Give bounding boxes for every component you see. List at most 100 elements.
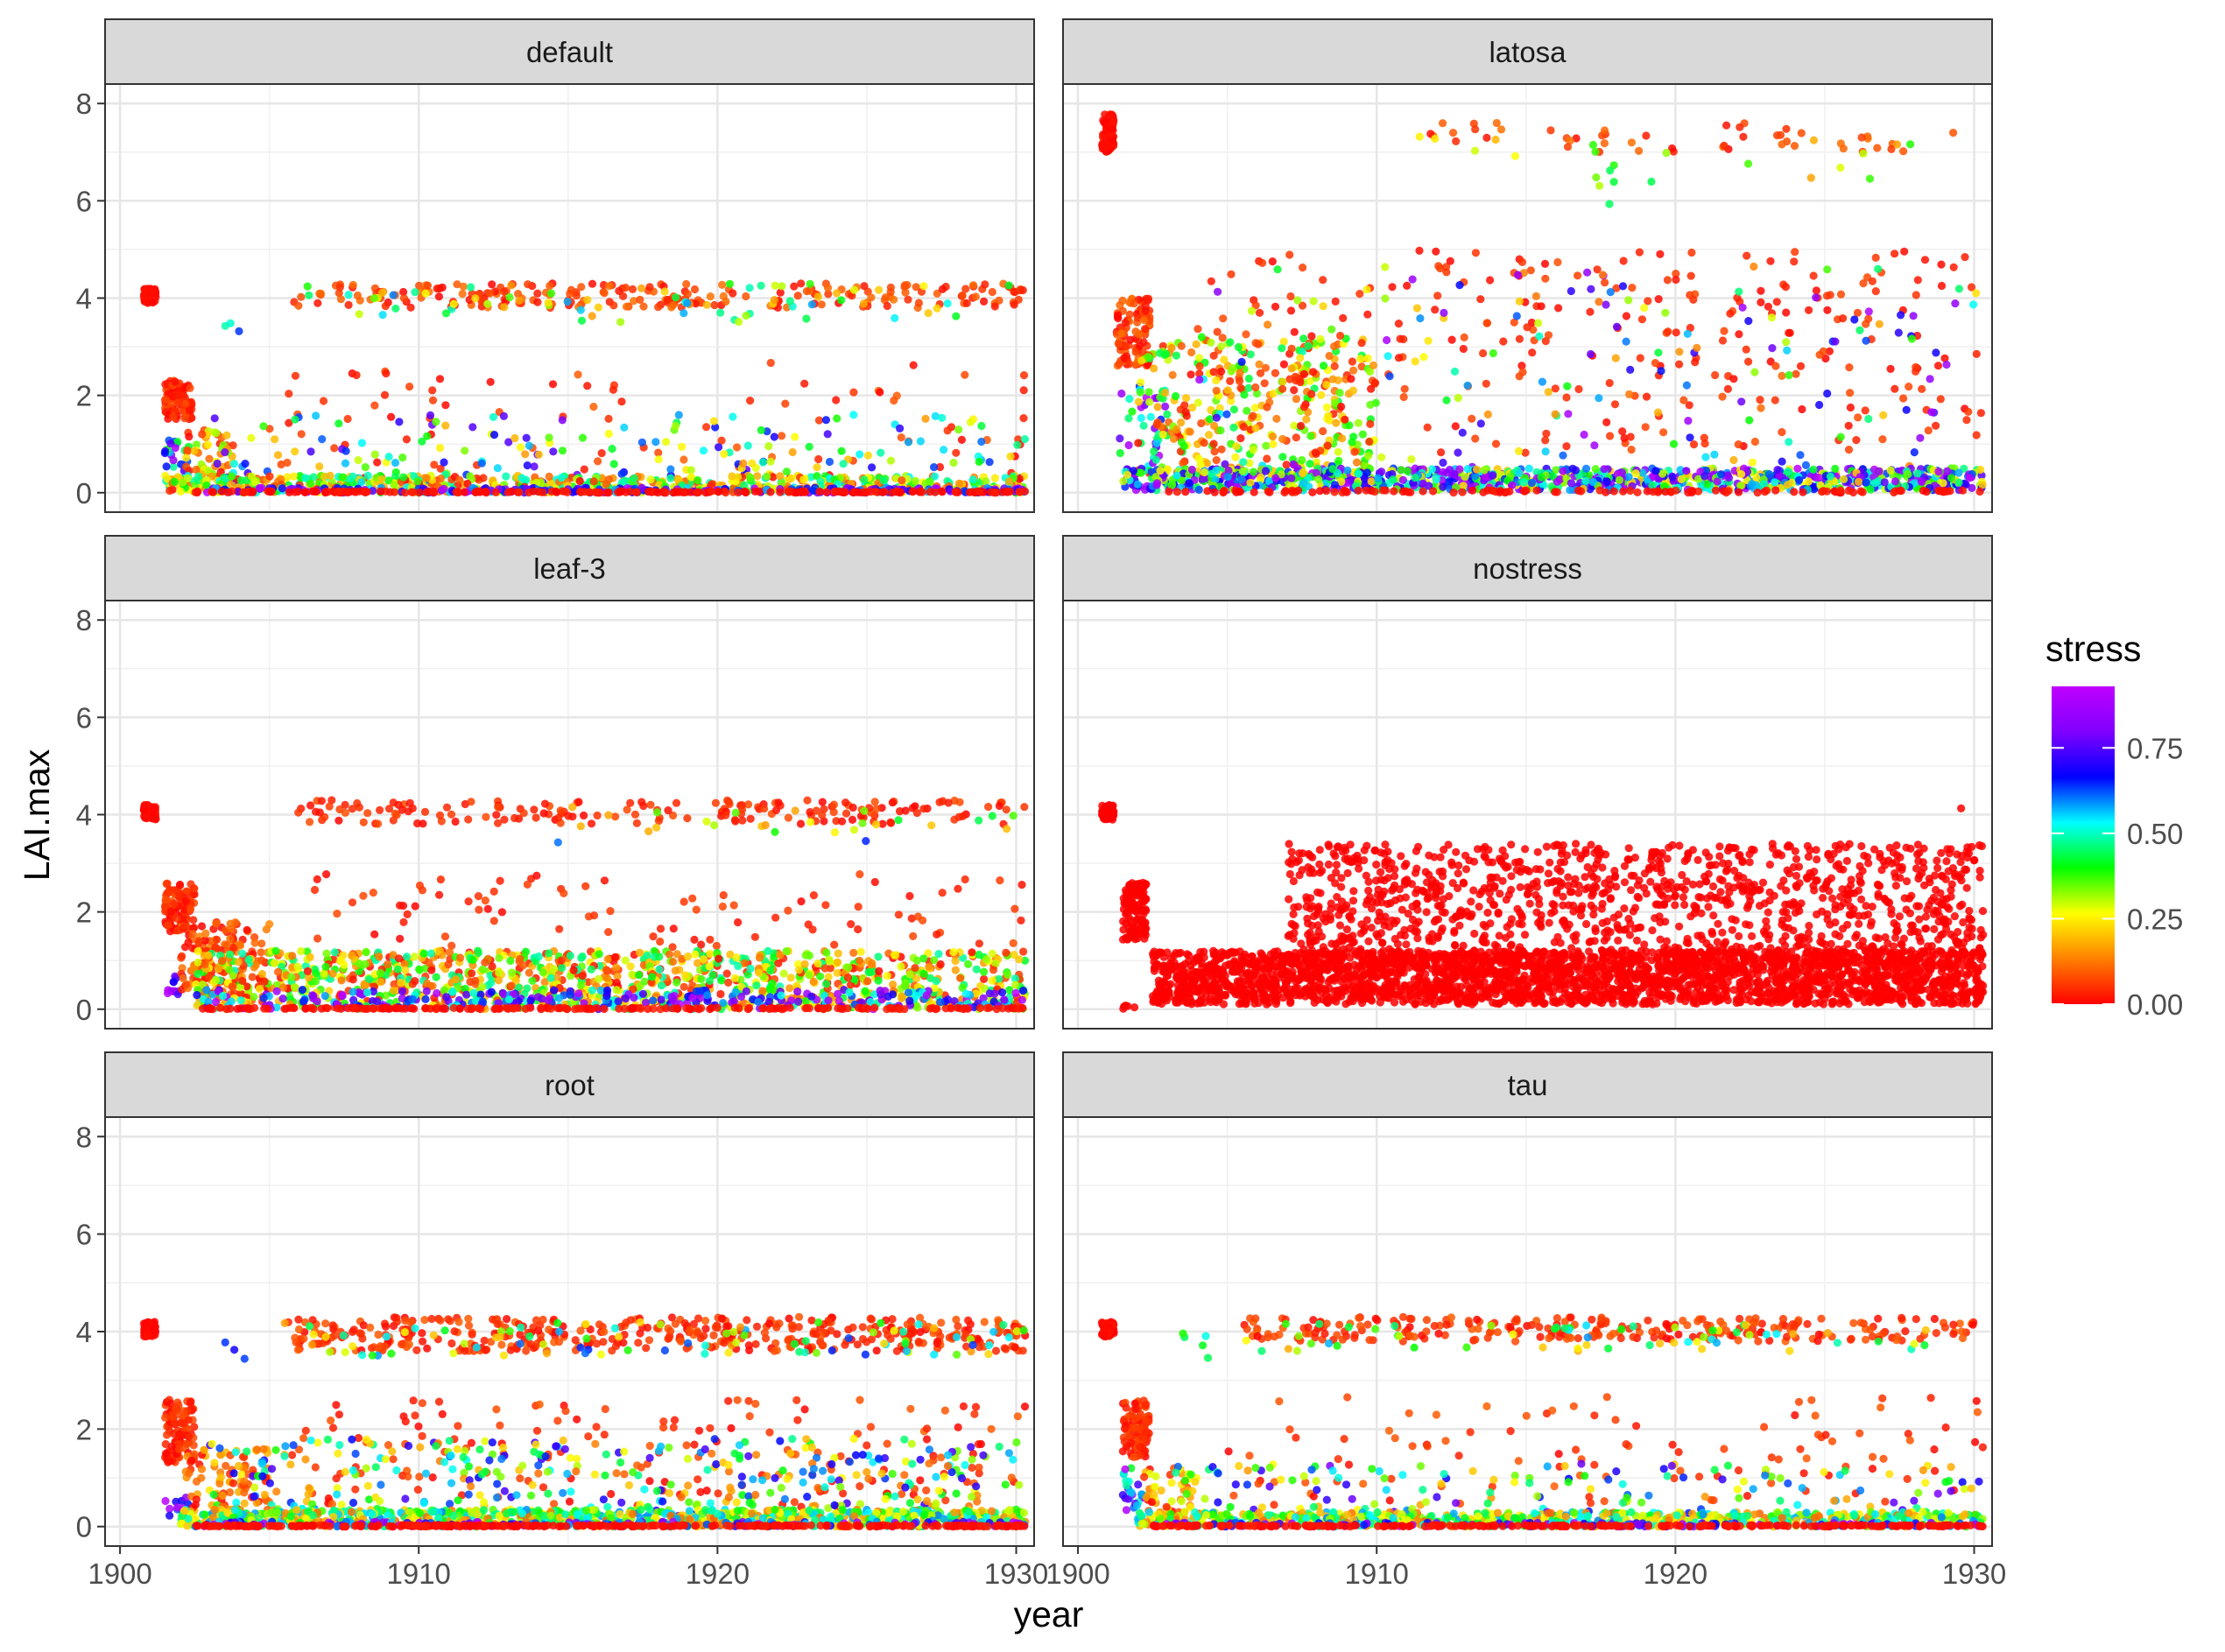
data-point [1595,394,1603,403]
data-point [515,296,524,305]
data-point [1736,123,1744,131]
data-point [735,318,743,327]
data-point [1891,384,1899,393]
data-point [500,303,509,312]
data-point [771,805,781,815]
data-point [406,303,415,312]
data-point [576,822,585,831]
data-point [184,938,193,947]
data-point [1865,174,1875,183]
data-point [404,807,412,816]
data-point [1240,390,1249,399]
data-point [980,297,989,306]
data-point [1374,474,1383,482]
data-point [1471,434,1480,443]
data-point [793,292,802,300]
data-point [1381,263,1390,271]
data-point [1609,487,1618,496]
data-point [1720,141,1729,150]
data-point [1263,454,1271,463]
data-point [1168,370,1177,379]
data-point [1200,439,1208,447]
data-point [1195,376,1204,384]
data-point [290,472,299,481]
data-point [1748,458,1757,467]
data-point [1683,329,1692,338]
data-point [1348,386,1357,395]
data-point [1269,439,1278,448]
data-point [241,460,250,468]
data-point [1750,437,1759,446]
data-point [514,290,523,299]
data-point [1419,479,1427,488]
data-point [837,446,846,455]
data-point [1169,434,1179,443]
data-point [952,312,961,320]
data-point [1703,480,1712,489]
data-point [875,285,884,294]
data-point [823,284,833,292]
data-point [187,904,195,913]
data-point [1137,468,1145,477]
data-point [1724,487,1733,496]
data-point [387,412,396,421]
data-point [283,458,292,467]
data-point [423,281,432,290]
data-point [1684,417,1693,425]
data-point [212,429,221,438]
data-point [381,302,390,311]
data-point [529,487,538,496]
data-point [1388,283,1397,292]
data-point [1231,453,1240,461]
data-point [694,475,702,485]
data-point [1177,418,1186,427]
data-point [1399,392,1408,402]
data-point [968,475,977,484]
data-point [1207,277,1215,285]
data-point [1235,488,1243,496]
data-point [1926,375,1934,383]
data-point [1750,368,1759,376]
data-point [247,433,256,442]
data-point [583,382,592,390]
data-point [1540,259,1550,268]
data-point [548,380,558,389]
data-point [1260,379,1269,388]
data-point [1206,415,1215,424]
data-point [1624,296,1633,305]
data-point [1537,302,1546,311]
data-point [909,361,918,369]
data-point [464,815,473,824]
data-point [259,422,268,431]
data-point [1366,400,1375,409]
data-point [1237,475,1246,484]
data-point [1606,432,1615,440]
data-point [563,298,572,306]
data-point [1743,251,1751,260]
data-point [194,472,203,481]
data-point [1812,286,1820,295]
data-point [1753,489,1762,497]
data-point [588,312,596,320]
data-point [1347,375,1355,383]
data-point [1871,287,1880,296]
data-point [1563,143,1573,151]
data-point [486,377,495,386]
data-point [1711,486,1721,495]
data-point [1010,904,1019,913]
data-point [1757,404,1765,412]
data-point [1383,335,1391,345]
data-point [1172,488,1181,496]
data-point [1017,916,1025,924]
data-point [1793,464,1802,473]
facet-panel-leaf-3: leaf-3 [104,535,1035,1030]
data-point [558,446,567,455]
data-point [169,412,178,421]
data-point [1117,329,1126,338]
data-point [1209,368,1218,376]
data-point [389,291,398,299]
data-point [806,818,815,826]
data-point [1312,449,1320,459]
data-point [975,939,983,948]
data-point [1844,421,1853,430]
